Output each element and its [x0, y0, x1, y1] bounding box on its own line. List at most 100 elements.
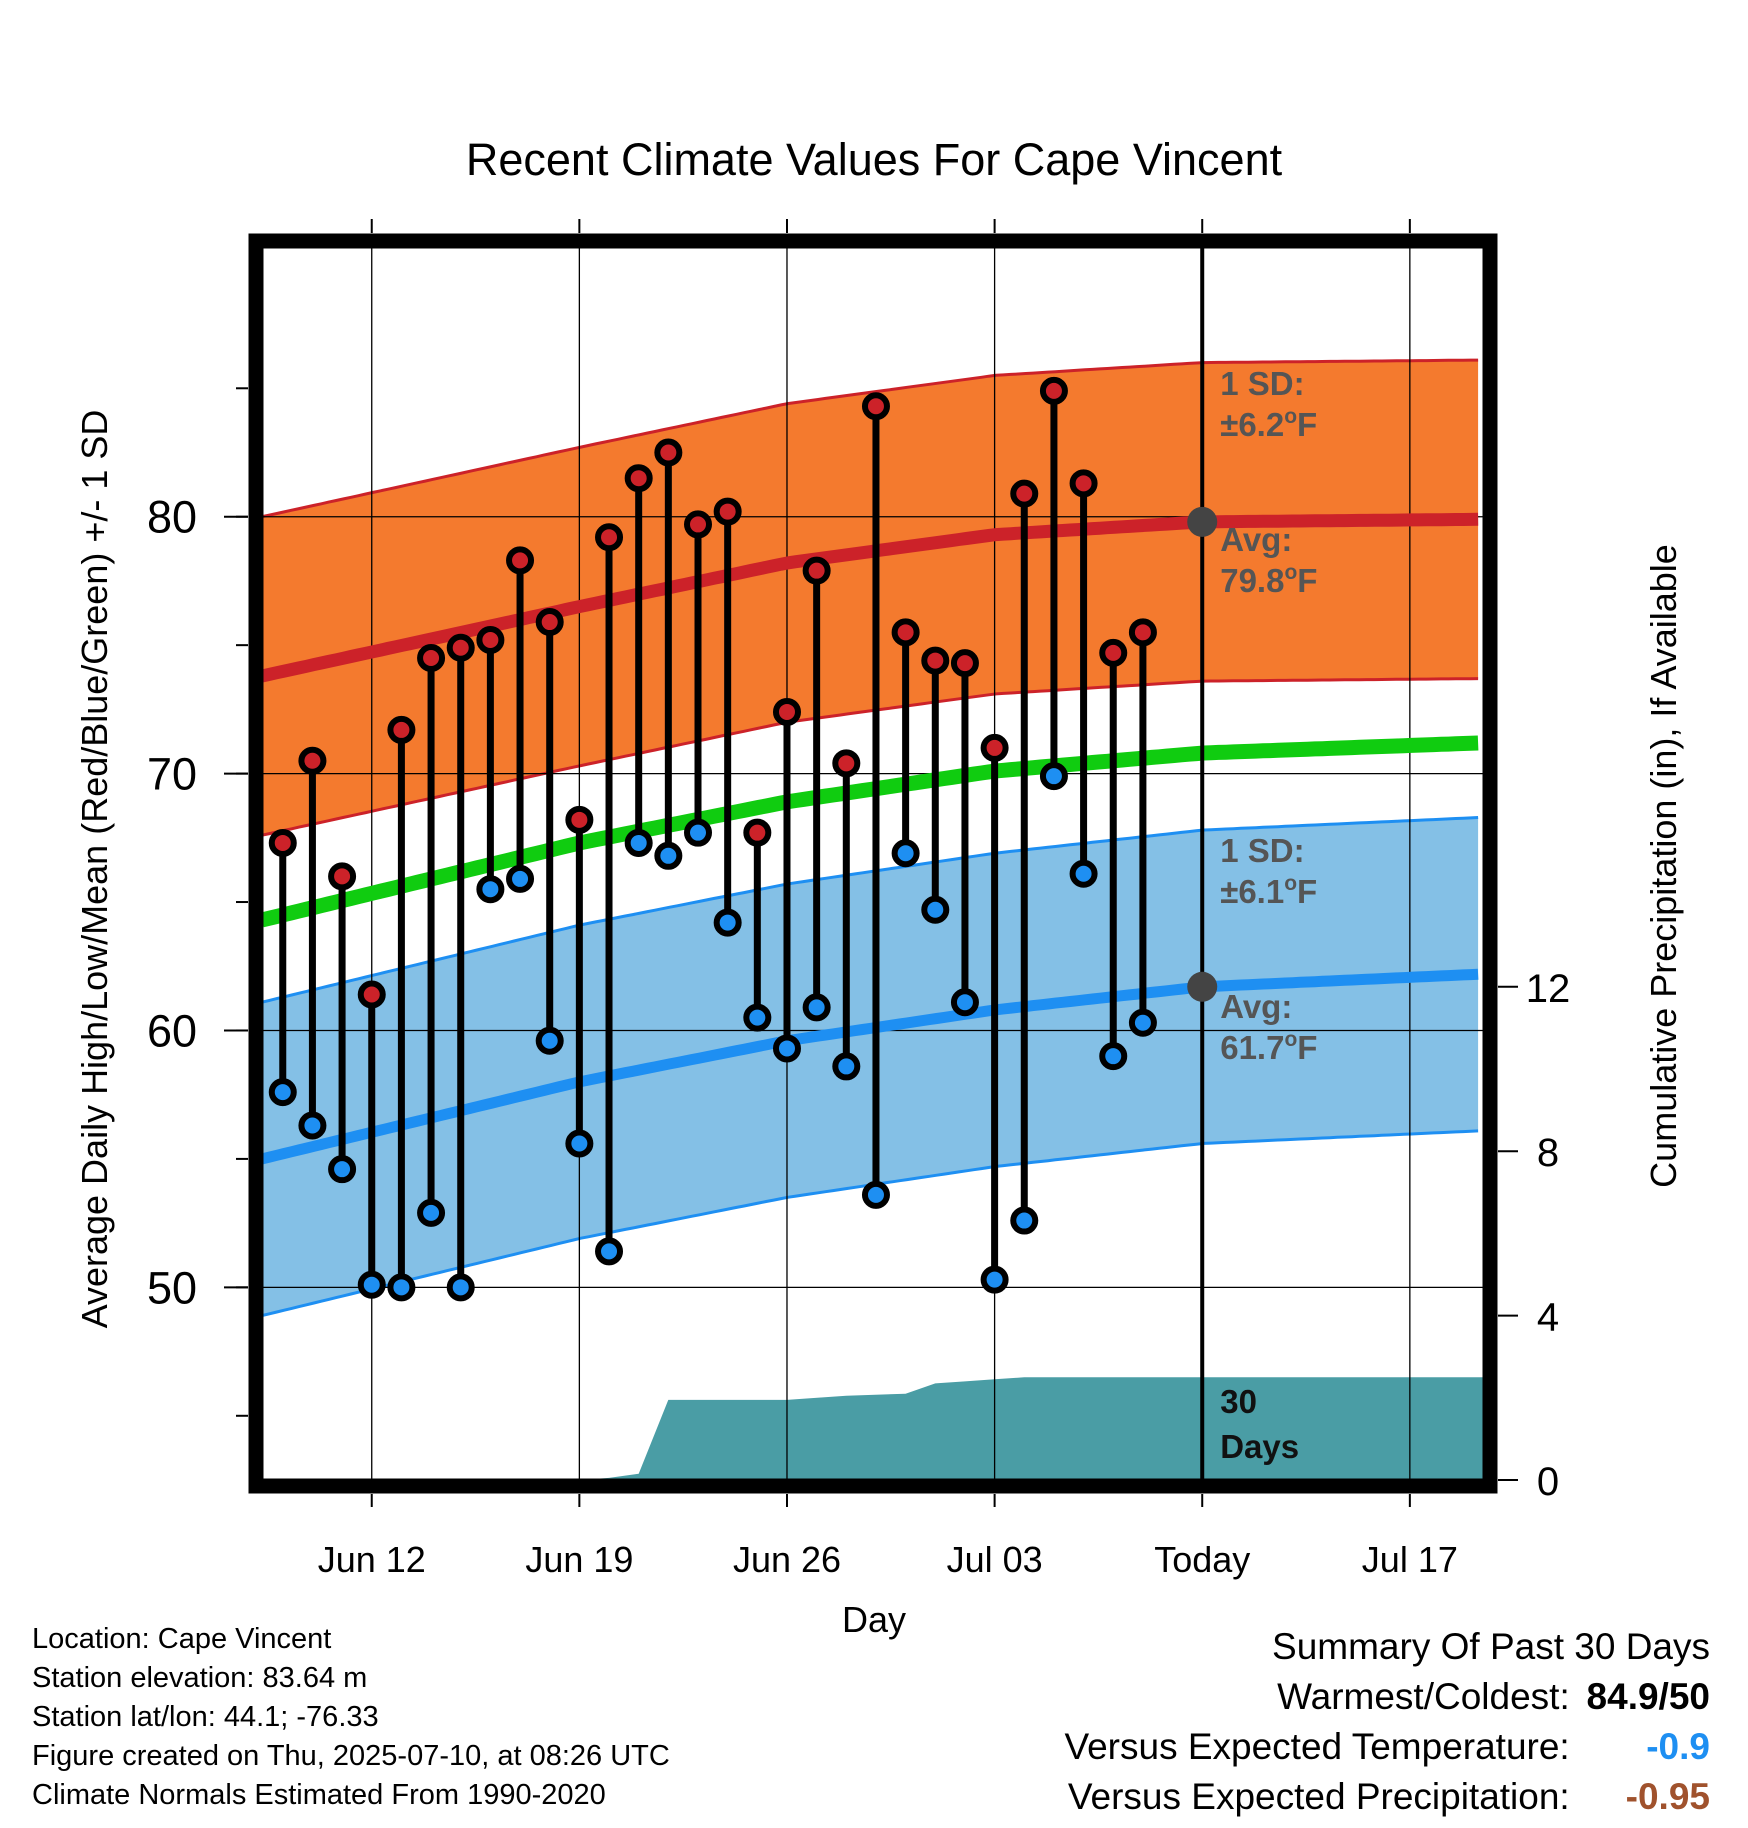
today-low-normal-dot	[1187, 971, 1218, 1002]
created-text: Figure created on Thu, 2025-07-10, at 08…	[32, 1740, 670, 1772]
y-tick-label: 50	[147, 1262, 197, 1313]
daily-low-point	[950, 988, 979, 1017]
summary-panel: Summary Of Past 30 Days Warmest/Coldest:…	[1064, 1622, 1710, 1822]
daily-high-point	[1010, 479, 1039, 508]
daily-high-point	[861, 392, 890, 421]
precip-area	[262, 1377, 1484, 1480]
precip-departure-value: -0.95	[1625, 1776, 1710, 1817]
warmest-coldest-label: Warmest/Coldest:	[1277, 1676, 1570, 1717]
y-axis-label: Average Daily High/Low/Mean (Red/Blue/Gr…	[74, 410, 115, 1329]
daily-low-point	[832, 1052, 861, 1081]
daily-high-point	[1069, 469, 1098, 498]
daily-low-point	[565, 1129, 594, 1158]
precip-departure-label: Versus Expected Precipitation:	[1067, 1776, 1570, 1817]
x-tick-label: Jun 12	[318, 1539, 426, 1580]
normal-low-line	[262, 968, 1479, 1165]
y-tick-label: 60	[147, 1005, 197, 1056]
daily-high-point	[595, 523, 624, 552]
daily-low-point	[506, 864, 535, 893]
daily-high-point	[268, 828, 297, 857]
daily-high-point	[328, 862, 357, 891]
window-word-label: Days	[1220, 1428, 1299, 1465]
elevation-text: Station elevation: 83.64 m	[32, 1662, 368, 1694]
daily-low-point	[772, 1034, 801, 1063]
high-avg-annotation-value: 79.8oF	[1220, 561, 1317, 599]
normal-mean-line	[262, 735, 1479, 928]
daily-high-point	[802, 556, 831, 585]
y-tick-label: 80	[147, 492, 197, 543]
daily-high-point	[772, 697, 801, 726]
daily-low-point	[1039, 762, 1068, 791]
x-tick-label: Today	[1154, 1539, 1250, 1580]
daily-high-point	[950, 649, 979, 678]
temp-departure-value: -0.9	[1646, 1726, 1710, 1767]
daily-high-point	[624, 464, 653, 493]
chart-title: Recent Climate Values For Cape Vincent	[466, 134, 1283, 185]
summary-title: Summary Of Past 30 Days	[1272, 1626, 1710, 1667]
daily-high-point	[980, 733, 1009, 762]
y2-tick-label: 4	[1537, 1296, 1559, 1340]
daily-low-point	[476, 875, 505, 904]
daily-high-point	[298, 746, 327, 775]
x-tick-label: Jul 03	[947, 1539, 1043, 1580]
daily-low-point	[328, 1155, 357, 1184]
daily-high-point	[387, 715, 416, 744]
daily-high-point	[1128, 618, 1157, 647]
x-tick-label: Jun 19	[525, 1539, 633, 1580]
daily-low-point	[1099, 1042, 1128, 1071]
daily-low-point	[1128, 1008, 1157, 1037]
low-sd-band	[262, 817, 1479, 1316]
daily-low-point	[446, 1273, 475, 1302]
daily-low-point	[624, 828, 653, 857]
x-axis-label: Day	[842, 1599, 906, 1640]
high-avg-annotation-label: Avg:	[1220, 521, 1292, 558]
daily-low-point	[891, 839, 920, 868]
daily-low-point	[357, 1270, 386, 1299]
window-number-label: 30	[1220, 1383, 1257, 1420]
daily-high-point	[417, 644, 446, 672]
temp-departure-label: Versus Expected Temperature:	[1064, 1726, 1570, 1767]
daily-low-point	[387, 1273, 416, 1302]
daily-low-point	[654, 841, 683, 870]
daily-low-point	[417, 1198, 446, 1227]
daily-high-point	[684, 510, 713, 539]
daily-low-point	[743, 1003, 772, 1032]
daily-high-point	[565, 805, 594, 834]
y2-axis-label: Cumulative Precipitation (in), If Availa…	[1643, 544, 1684, 1188]
daily-high-point	[713, 497, 742, 526]
daily-low-point	[298, 1111, 327, 1140]
daily-high-point	[506, 546, 535, 575]
y-tick-label: 70	[147, 749, 197, 800]
high-sd-annotation-value: ±6.2oF	[1220, 405, 1317, 443]
daily-high-point	[654, 438, 683, 467]
precip-departure-row: Versus Expected Precipitation: -0.95	[1064, 1772, 1710, 1822]
plot-frame	[248, 233, 1498, 1494]
high-sd-annotation-label: 1 SD:	[1220, 365, 1304, 402]
low-sd-annotation-value: ±6.1oF	[1220, 872, 1317, 910]
daily-high-point	[535, 608, 564, 637]
low-avg-annotation-value: 61.7oF	[1220, 1028, 1317, 1066]
latlon-text: Station lat/lon: 44.1; -76.33	[32, 1701, 379, 1733]
daily-high-point	[921, 646, 950, 675]
warmest-coldest-value: 84.9/50	[1586, 1676, 1710, 1717]
high-band-upper-edge	[262, 358, 1479, 519]
daily-high-point	[832, 749, 861, 778]
y2-tick-label: 12	[1526, 967, 1571, 1011]
normals-text: Climate Normals Estimated From 1990-2020	[32, 1779, 606, 1811]
daily-high-point	[1039, 376, 1068, 405]
temp-departure-row: Versus Expected Temperature: -0.9	[1064, 1722, 1710, 1772]
station-info: Location: Cape Vincent Station elevation…	[32, 1620, 670, 1815]
daily-high-point	[476, 626, 505, 655]
daily-low-point	[1010, 1206, 1039, 1235]
x-tick-label: Jun 26	[733, 1539, 841, 1580]
daily-low-point	[535, 1026, 564, 1055]
low-band-upper-edge	[262, 816, 1479, 1004]
x-tick-label: Jul 17	[1362, 1539, 1458, 1580]
normal-high-line	[262, 512, 1479, 683]
daily-low-point	[980, 1265, 1009, 1294]
high-sd-band	[262, 360, 1479, 836]
daily-low-point	[684, 818, 713, 847]
daily-low-point	[268, 1078, 297, 1107]
